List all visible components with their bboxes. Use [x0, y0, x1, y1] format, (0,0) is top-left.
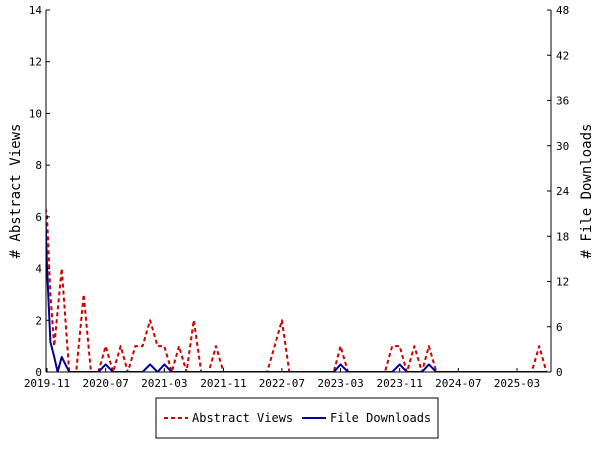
y-right-tick-label: 42 — [556, 49, 569, 62]
y-left-tick-label: 8 — [35, 159, 42, 172]
y-left-tick-label: 2 — [35, 314, 42, 327]
x-tick-label: 2020-07 — [82, 377, 128, 390]
series-line-file-downloads — [46, 203, 547, 372]
x-tick-label: 2025-03 — [494, 377, 540, 390]
x-tick-label: 2021-03 — [141, 377, 187, 390]
y-left-tick-label: 6 — [35, 211, 42, 224]
plot-area — [46, 10, 551, 372]
y-left-tick-label: 10 — [29, 107, 42, 120]
y-axis-left-title: # Abstract Views — [8, 124, 24, 259]
legend: Abstract Views File Downloads — [155, 397, 439, 439]
x-tick-label: 2023-11 — [377, 377, 423, 390]
y-left-tick-label: 4 — [35, 263, 42, 276]
x-tick-label: 2021-11 — [200, 377, 246, 390]
x-tick-label: 2023-03 — [317, 377, 363, 390]
legend-label-abstract-views: Abstract Views — [192, 411, 293, 425]
y-left-tick-label: 12 — [29, 56, 42, 69]
y-right-tick-label: 24 — [556, 185, 570, 198]
y-right-tick-label: 0 — [556, 366, 563, 379]
legend-box — [155, 397, 439, 439]
y-right-tick-label: 12 — [556, 276, 569, 289]
y-left-tick-label: 14 — [29, 4, 43, 17]
x-tick-label: 2024-07 — [435, 377, 481, 390]
y-right-tick-label: 48 — [556, 4, 569, 17]
y-axis-right-title: # File Downloads — [579, 124, 595, 259]
legend-label-file-downloads: File Downloads — [330, 411, 431, 425]
plot-background — [46, 10, 551, 372]
x-tick-label: 2022-07 — [259, 377, 305, 390]
y-right-tick-label: 30 — [556, 140, 569, 153]
series-layer — [46, 203, 548, 372]
y-right-tick-label: 36 — [556, 95, 569, 108]
y-right-tick-label: 6 — [556, 321, 563, 334]
x-tick-label: 2019-11 — [24, 377, 70, 390]
y-right-tick-label: 18 — [556, 230, 569, 243]
series-line-abstract-views — [46, 204, 548, 372]
y-left-tick-label: 0 — [35, 366, 42, 379]
